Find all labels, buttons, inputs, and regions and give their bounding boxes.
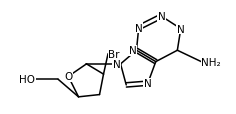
Text: N: N [158,12,165,22]
Text: HO: HO [19,75,35,84]
Text: N: N [113,59,121,69]
Text: O: O [64,72,72,82]
Text: N: N [177,24,185,34]
Text: NH₂: NH₂ [201,57,221,67]
Text: N: N [129,46,136,56]
Text: Br: Br [108,49,120,59]
Text: N: N [135,23,143,33]
Text: N: N [144,79,152,88]
